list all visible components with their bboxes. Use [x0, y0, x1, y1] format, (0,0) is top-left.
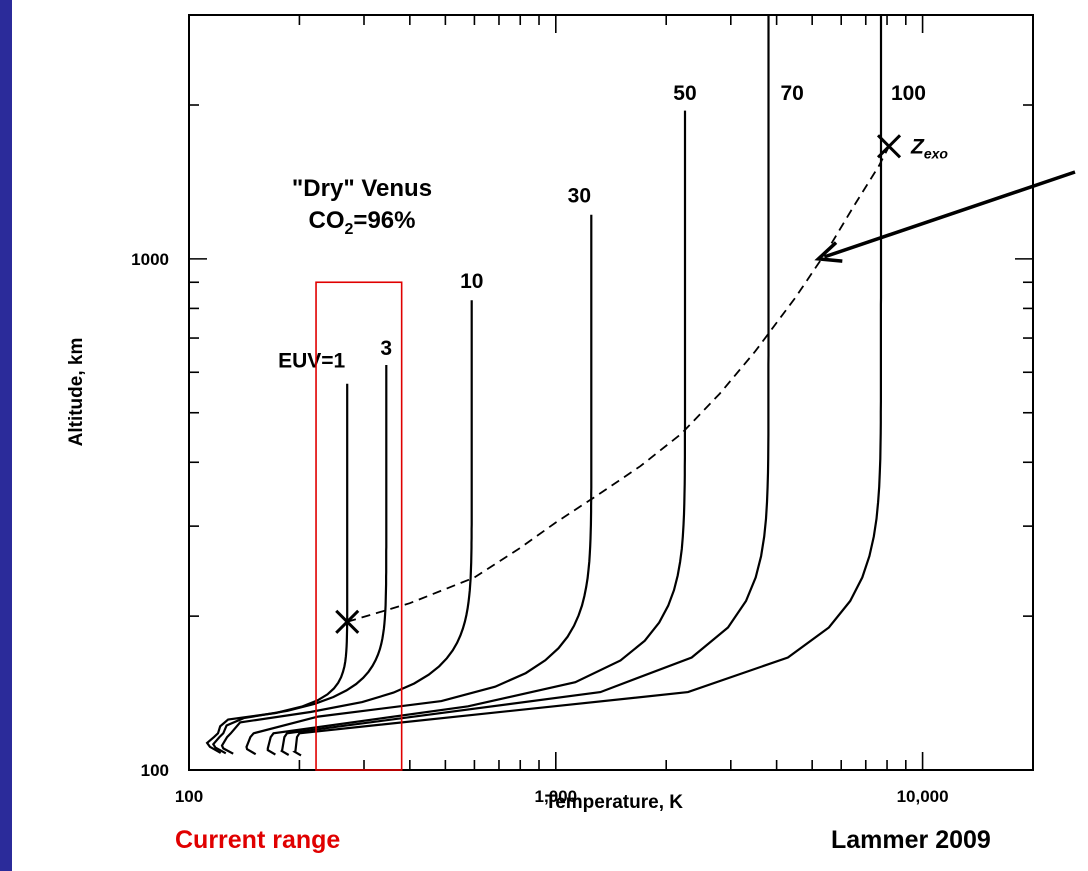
source-caption: Lammer 2009	[831, 826, 991, 854]
euv-series-label: 3	[380, 337, 392, 360]
current-range-caption: Current range	[175, 826, 341, 854]
chart-title: "Dry" Venus	[292, 175, 432, 202]
temperature-profile-curve	[245, 214, 593, 756]
x-axis-label: Temperature, K	[545, 792, 683, 813]
temperature-profile-curve	[280, 15, 770, 756]
x-tick-label: 1,000	[535, 787, 578, 806]
y-axis-label: Altitude, km	[66, 338, 87, 447]
temperature-profile-curve	[211, 365, 388, 755]
temperature-profile-curve	[220, 300, 473, 755]
annotation-arrow	[814, 170, 1076, 263]
slide: 100 1,000 10,000 100 1000 EUV=1 3 10 30 50 70 100 …	[12, 0, 1088, 871]
euv-series-label: 100	[891, 82, 926, 105]
euv-series-label: 70	[780, 82, 803, 105]
euv-series-label: 50	[673, 82, 696, 105]
x-tick-label: 100	[175, 787, 203, 806]
euv-series-label: EUV=1	[278, 350, 345, 373]
curves-layer	[205, 15, 883, 757]
exobase-curve	[346, 145, 890, 623]
zexo-label: Zexo	[910, 135, 948, 161]
arrow-head	[814, 241, 843, 263]
chart-subtitle: CO2=96%	[309, 207, 416, 238]
chart: 100 1,000 10,000 100 1000 EUV=1 3 10 30 50 70 100 …	[66, 14, 1076, 813]
subtitle-subscript: 2	[345, 221, 354, 238]
y-tick-label: 100	[141, 761, 169, 780]
temperature-profile-curve	[205, 383, 349, 754]
x-tick-label: 10,000	[897, 787, 949, 806]
subtitle-base: CO	[309, 207, 345, 234]
markers-layer: Zexo	[335, 134, 948, 634]
plot-frame	[188, 14, 1034, 771]
temperature-profile-curve	[292, 15, 883, 757]
x-marker	[876, 134, 902, 159]
y-tick-label: 1000	[131, 250, 169, 269]
series-labels-layer: EUV=1 3 10 30 50 70 100	[278, 82, 926, 373]
tick-labels-layer: 100 1,000 10,000 100 1000	[131, 250, 948, 806]
arrow-shaft	[823, 170, 1076, 259]
euv-series-label: 10	[460, 270, 483, 293]
current-range-box	[315, 281, 403, 771]
subtitle-rest: =96%	[353, 207, 415, 234]
euv-series-label: 30	[568, 185, 591, 208]
ticks-layer	[188, 14, 1034, 771]
x-marker	[335, 609, 360, 634]
temperature-profile-curve	[266, 110, 687, 756]
